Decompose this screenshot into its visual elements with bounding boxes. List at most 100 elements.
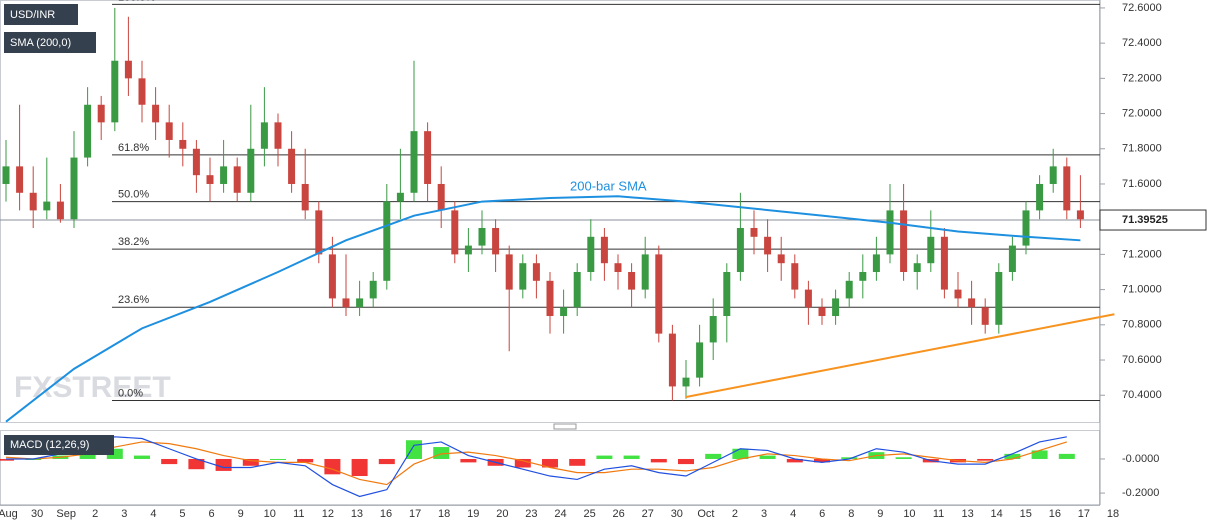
macd-histogram (161, 458, 178, 465)
x-tick-label: 9 (877, 508, 883, 520)
candle-body (723, 272, 731, 317)
fib-label: 61.8% (118, 142, 149, 154)
x-tick-label: 2 (732, 508, 738, 520)
candle-body (220, 166, 228, 184)
candle-body (560, 307, 568, 317)
candle-body (356, 298, 364, 308)
candle-body (301, 183, 309, 211)
y-tick-label: 72.0000 (1122, 107, 1162, 119)
candle-body (532, 263, 540, 281)
x-tick-label: 13 (351, 508, 363, 520)
macd-histogram (814, 458, 830, 463)
y-tick-label: 70.4000 (1122, 389, 1162, 401)
x-tick-label: 16 (380, 508, 392, 520)
x-tick-label: 11 (933, 508, 944, 520)
x-tick-label: 4 (150, 508, 156, 520)
candle-body (655, 254, 663, 334)
x-tick-label: 23 (525, 508, 537, 520)
candle-body (845, 280, 853, 299)
trend-line (685, 313, 1115, 398)
signal-line (5, 441, 1067, 486)
x-tick-label: Aug (0, 508, 18, 520)
x-tick-label: Sep (56, 508, 76, 520)
candle-body (696, 342, 704, 378)
x-tick-label: 18 (1107, 508, 1119, 520)
x-tick-label: 30 (671, 508, 683, 520)
candle-body (600, 236, 608, 264)
y-tick-label: 70.6000 (1122, 354, 1162, 366)
x-tick-label: 12 (322, 508, 334, 520)
watermark: FXSTREET (14, 371, 171, 404)
macd-histogram (215, 458, 232, 471)
candle-body (832, 298, 840, 317)
macd-histogram (406, 440, 422, 459)
y-tick-label: -0.2000 (1122, 487, 1159, 499)
legend-title: USD/INR (10, 9, 55, 21)
macd-histogram (351, 458, 368, 477)
fib-label: 23.6% (118, 294, 149, 306)
x-tick-label: 16 (1049, 508, 1061, 520)
macd-histogram (378, 458, 395, 465)
candle-body (505, 254, 513, 290)
macd-histogram (134, 455, 150, 459)
macd-histogram (1004, 453, 1021, 459)
candle-body (995, 272, 1003, 325)
last-price-label: 71.39525 (1122, 214, 1168, 226)
macd-histogram (705, 453, 722, 459)
x-tick-label: 2 (92, 508, 98, 520)
candle-body (165, 122, 173, 140)
candle-body (97, 104, 105, 123)
sma-annotation: 200-bar SMA (570, 178, 647, 193)
sma-line (5, 195, 1081, 423)
candle-body (1063, 166, 1071, 211)
candle-body (179, 139, 187, 149)
macd-histogram (732, 448, 749, 459)
macd-histogram (759, 455, 776, 459)
candle-body (16, 166, 24, 193)
candle-body (859, 272, 867, 281)
macd-histogram (106, 448, 123, 459)
candle-body (546, 280, 554, 317)
candle-body (818, 307, 826, 317)
macd-histogram (623, 455, 640, 459)
panel-handle (553, 423, 577, 430)
y-tick-label: 72.2000 (1122, 72, 1162, 84)
candle-body (315, 210, 323, 255)
y-tick-label: 72.6000 (1122, 2, 1162, 14)
macd-histogram (1031, 450, 1048, 459)
candle-body (152, 104, 160, 123)
candle-body (587, 236, 595, 273)
candle-body (641, 254, 649, 290)
candle-body (451, 210, 459, 255)
macd-histogram (242, 458, 259, 466)
candle-body (233, 166, 241, 193)
candle-body (791, 263, 799, 290)
y-tick-label: 70.8000 (1122, 319, 1162, 331)
y-tick-label: 71.6000 (1122, 178, 1162, 190)
legend-box (4, 435, 114, 455)
macd-histogram (650, 458, 667, 463)
legend-box (4, 32, 96, 53)
x-tick-label: 17 (1078, 508, 1090, 520)
macd-histogram (297, 458, 314, 463)
y-tick-label: 72.4000 (1122, 37, 1162, 49)
candle-body (247, 148, 255, 193)
candle-body (2, 166, 10, 184)
x-tick-label: Oct (697, 508, 714, 520)
x-tick-label: 20 (496, 508, 508, 520)
y-tick-label: 71.0000 (1122, 284, 1162, 296)
y-tick-label: 71.2000 (1122, 248, 1162, 260)
macd-histogram (596, 455, 613, 459)
candle-body (1022, 210, 1030, 246)
legend-macd: MACD (12,26,9) (10, 439, 89, 451)
legend-box (4, 4, 78, 25)
candle-body (111, 60, 119, 123)
candle-body (764, 236, 772, 255)
x-tick-label: 24 (554, 508, 566, 520)
candle-body (940, 236, 948, 290)
x-tick-label: 11 (293, 508, 304, 520)
macd-histogram (514, 458, 531, 468)
candle-body (437, 183, 445, 211)
candle-body (43, 201, 51, 211)
